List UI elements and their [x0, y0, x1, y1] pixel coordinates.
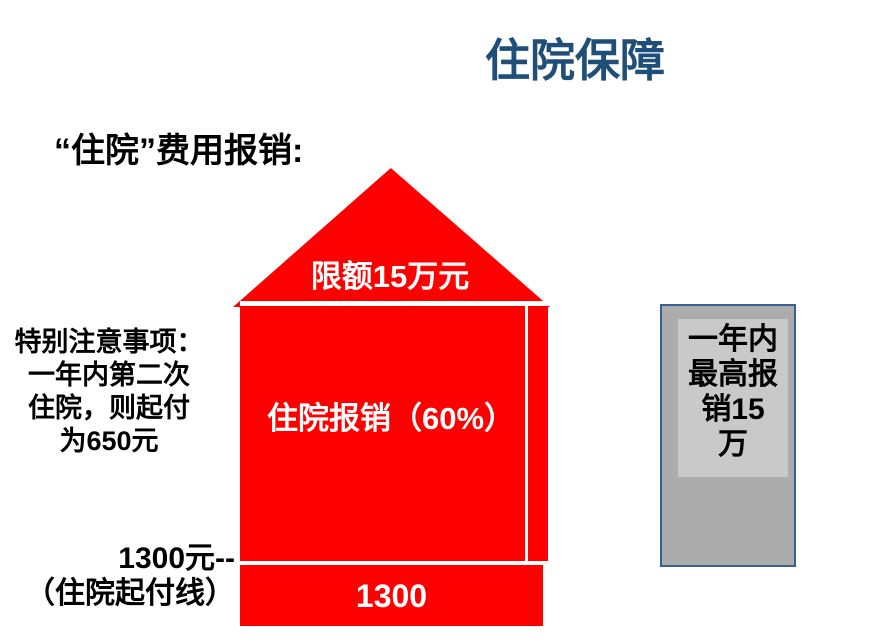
- roof-body-divider-line: [240, 301, 548, 306]
- page-title: 住院保障: [484, 35, 665, 86]
- annual-max-panel: 一年内 最高报 销15 万: [660, 304, 796, 567]
- deductible-line-label: 1300元-- （住院起付线）: [25, 542, 235, 610]
- limit-amount-label: 限额15万元: [310, 259, 470, 294]
- house-body-shape: [240, 306, 548, 561]
- house-base-strip: [240, 565, 543, 626]
- reimbursement-rate-label: 住院报销（60%）: [266, 401, 516, 436]
- special-note-text: 特别注意事项： 一年内第二次 住院，则起付 为650元: [14, 327, 204, 456]
- annual-max-inner-box: 一年内 最高报 销15 万: [678, 319, 788, 477]
- section-heading: “住院”费用报销:: [54, 132, 304, 170]
- vertical-divider-line: [525, 306, 528, 561]
- annual-max-label: 一年内 最高报 销15 万: [688, 323, 778, 461]
- deductible-amount-value: 1300: [355, 578, 428, 614]
